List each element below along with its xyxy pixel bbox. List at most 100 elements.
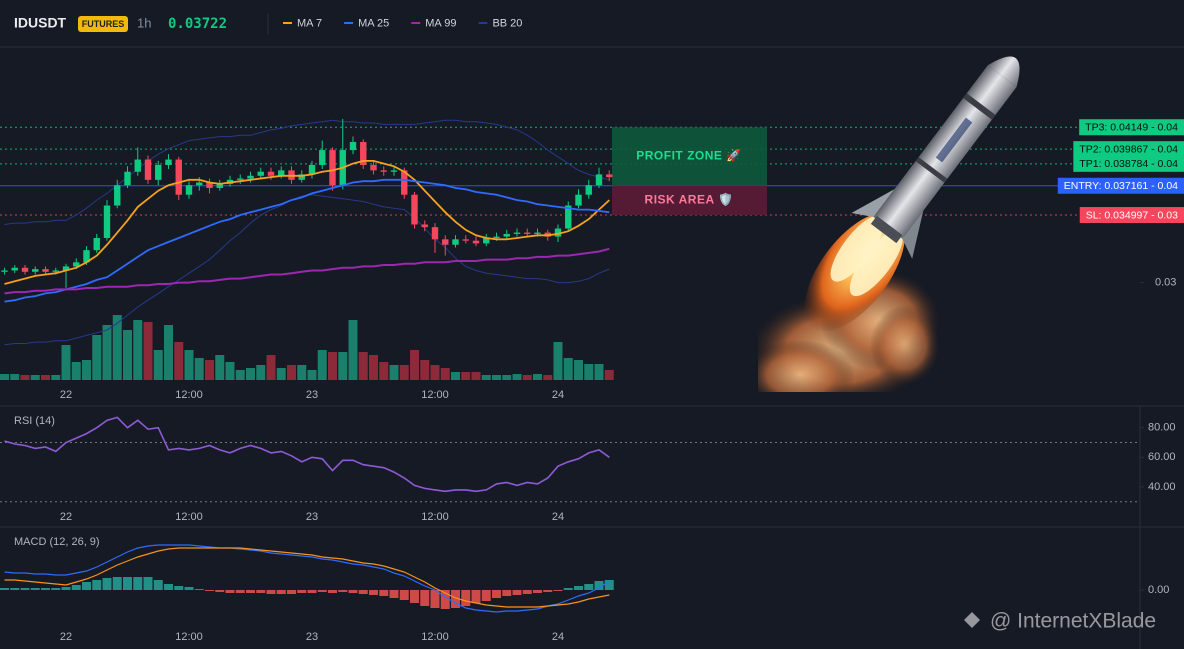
interval: 1h xyxy=(137,15,151,30)
macd-histogram-bar xyxy=(410,590,419,603)
volume-bar xyxy=(30,375,40,380)
watermark-logo xyxy=(964,612,980,628)
macd-histogram-bar xyxy=(174,586,184,590)
candle-body xyxy=(534,232,541,234)
macd-histogram-bar xyxy=(82,582,91,590)
bb-band xyxy=(4,119,610,225)
volume-bar xyxy=(164,325,173,380)
volume-bar xyxy=(369,355,378,380)
macd-histogram-bar xyxy=(0,588,9,590)
level-tag-label: ENTRY: 0.037161 - 0.04 xyxy=(1064,180,1178,192)
macd-histogram-bar xyxy=(256,590,266,593)
x-tick-label: 23 xyxy=(306,631,318,643)
candle-body xyxy=(62,266,70,271)
x-tick-label: 22 xyxy=(60,511,72,523)
volume-bar xyxy=(287,365,296,380)
candle-body xyxy=(319,150,326,165)
ma-line xyxy=(4,247,610,295)
zone-label: PROFIT ZONE 🚀 xyxy=(636,149,741,163)
volume-bar xyxy=(574,360,583,380)
badge-bg xyxy=(78,16,128,32)
macd-histogram-bar xyxy=(215,590,225,592)
macd-histogram-bar xyxy=(92,580,102,590)
level-tag-label: TP2: 0.039867 - 0.04 xyxy=(1079,143,1178,155)
watermark: @ InternetXBlade xyxy=(964,610,1156,633)
candle-body xyxy=(185,185,193,195)
volume-bar xyxy=(379,362,389,380)
macd-histogram-bar xyxy=(461,590,471,606)
legend-label: MA 99 xyxy=(425,17,456,29)
volume-bar xyxy=(20,375,30,380)
volume-bar xyxy=(543,375,553,380)
macd-histogram-bar xyxy=(51,588,61,590)
macd-histogram-bar xyxy=(563,588,573,590)
macd-histogram-bar xyxy=(123,577,132,590)
rocket-illustration xyxy=(758,56,1020,392)
volume-bar xyxy=(307,370,317,380)
candle-body xyxy=(462,239,469,241)
macd-histogram-bar xyxy=(379,590,389,596)
volume-bar xyxy=(502,375,512,380)
macd-histogram-bar xyxy=(287,590,296,594)
volume-bar xyxy=(82,360,91,380)
volume-bar xyxy=(184,350,194,380)
macd-histogram-bar xyxy=(112,577,122,590)
macd-histogram-bar xyxy=(102,578,112,590)
volume-bar xyxy=(430,365,440,380)
level-tag xyxy=(1057,177,1184,194)
macd-histogram-bar xyxy=(143,577,153,590)
volume-bar xyxy=(399,365,409,380)
candle-body xyxy=(175,159,182,195)
level-tag xyxy=(1073,141,1184,158)
candle-body xyxy=(11,267,18,271)
candle-body xyxy=(144,159,152,180)
volume-bar xyxy=(174,342,184,380)
volume-bar xyxy=(461,372,471,380)
x-tick-label: 23 xyxy=(306,511,318,523)
macd-histogram-bar xyxy=(358,590,368,594)
candle-body xyxy=(493,236,500,238)
macd-histogram-bar xyxy=(451,590,460,608)
volume-bar xyxy=(61,345,71,380)
legend: MA 7 MA 25 MA 99 BB 20 xyxy=(283,17,522,29)
macd-histogram-bar xyxy=(328,590,337,593)
volume-bar xyxy=(492,375,501,380)
candle-body xyxy=(52,270,59,272)
macd-histogram-bar xyxy=(30,588,40,590)
candle-body xyxy=(483,237,490,244)
volume-bar xyxy=(594,364,604,380)
x-tick-label: 24 xyxy=(552,389,564,401)
macd-histogram-bar xyxy=(71,585,81,590)
macd-histogram-bar xyxy=(369,590,378,595)
volume-bar xyxy=(604,370,614,380)
macd-histogram-bar xyxy=(338,590,348,592)
y-tick-label: 60.00 xyxy=(1148,451,1176,463)
volume-bar xyxy=(533,374,542,380)
x-tick-label: 22 xyxy=(60,389,72,401)
zone-box xyxy=(612,127,767,186)
macd-histogram-bar xyxy=(492,590,501,598)
candle-body xyxy=(206,182,213,188)
y-tick-label: 0.03 xyxy=(1155,277,1176,289)
volume-bar xyxy=(410,350,419,380)
volume-bar xyxy=(584,364,594,380)
candle-body xyxy=(431,227,439,240)
candle-body xyxy=(452,239,459,245)
level-tag xyxy=(1079,119,1184,136)
macd-histogram-bar xyxy=(297,590,307,593)
macd-histogram-bar xyxy=(533,590,542,593)
macd-histogram-bar xyxy=(584,584,594,590)
candle-body xyxy=(390,170,398,172)
x-tick-label: 23 xyxy=(306,389,318,401)
macd-histogram-bar xyxy=(574,586,583,590)
macd-histogram-bar xyxy=(307,590,317,593)
volume-bar xyxy=(102,325,112,380)
candle-body xyxy=(513,232,521,234)
macd-histogram-bar xyxy=(225,590,235,593)
zone-box xyxy=(612,185,767,216)
macd-histogram-bar xyxy=(194,589,204,590)
macd-histogram-bar xyxy=(205,590,214,591)
level-tag-label: TP1: 0.038784 - 0.04 xyxy=(1079,158,1178,170)
candle-body xyxy=(298,174,305,180)
candle-body xyxy=(442,239,449,245)
